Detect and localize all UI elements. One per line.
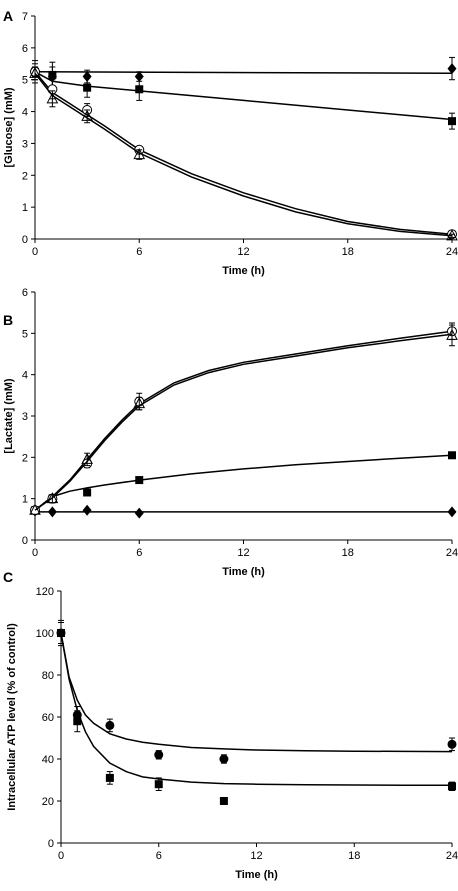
data-point-square bbox=[448, 117, 456, 126]
data-point-square bbox=[73, 717, 82, 726]
fit-curve bbox=[34, 71, 453, 75]
fit-curve bbox=[60, 632, 452, 787]
data-point-square bbox=[219, 797, 228, 805]
data-point-square bbox=[83, 488, 92, 497]
data-point-triangle bbox=[46, 92, 59, 104]
panel-label: A bbox=[3, 8, 13, 24]
y-tick-label: 7 bbox=[22, 11, 28, 23]
x-tick-label: 12 bbox=[237, 246, 249, 258]
data-point-circle bbox=[105, 720, 115, 730]
data-point-square bbox=[448, 782, 456, 791]
x-tick-label: 24 bbox=[446, 547, 458, 559]
x-tick-label: 18 bbox=[342, 547, 354, 559]
x-tick-label: 6 bbox=[156, 850, 162, 862]
x-axis-title: Time (h) bbox=[235, 869, 278, 881]
data-point-circle bbox=[219, 754, 229, 764]
data-point-triangle bbox=[133, 397, 146, 409]
y-axis-title: [Lactate] (mM) bbox=[3, 378, 15, 454]
fit-curve bbox=[34, 72, 453, 237]
y-tick-label: 4 bbox=[22, 370, 28, 382]
x-tick-label: 0 bbox=[32, 547, 38, 559]
y-axis-title: [Glucose] (mM) bbox=[3, 87, 15, 167]
y-tick-label: 60 bbox=[42, 712, 54, 724]
y-tick-label: 0 bbox=[48, 838, 54, 850]
y-tick-label: 5 bbox=[22, 75, 28, 87]
y-tick-label: 0 bbox=[22, 234, 28, 246]
y-tick-label: 1 bbox=[22, 202, 28, 214]
data-point-triangle bbox=[446, 328, 458, 340]
y-tick-label: 120 bbox=[36, 586, 54, 598]
x-tick-label: 24 bbox=[446, 246, 458, 258]
data-point-triangle bbox=[29, 66, 41, 78]
data-point-triangle bbox=[133, 148, 146, 160]
data-point-diamond bbox=[134, 507, 144, 519]
data-point-square bbox=[83, 83, 92, 92]
fit-curve bbox=[34, 71, 453, 235]
data-point-square bbox=[135, 476, 144, 485]
y-axis-title: Intracellular ATP level (% of control) bbox=[6, 623, 18, 811]
x-axis-title: Time (h) bbox=[222, 265, 265, 277]
y-tick-label: 80 bbox=[42, 670, 54, 682]
x-tick-label: 12 bbox=[250, 850, 262, 862]
x-axis-title: Time (h) bbox=[222, 566, 265, 578]
data-point-diamond bbox=[82, 504, 92, 516]
x-tick-label: 18 bbox=[348, 850, 360, 862]
x-tick-label: 0 bbox=[58, 850, 64, 862]
data-point-square bbox=[57, 629, 65, 637]
data-point-triangle bbox=[29, 503, 41, 515]
y-tick-label: 2 bbox=[22, 452, 28, 464]
x-tick-label: 6 bbox=[136, 246, 142, 258]
y-tick-label: 6 bbox=[22, 43, 28, 55]
data-point-diamond bbox=[47, 506, 57, 518]
data-point-triangle bbox=[46, 492, 59, 504]
data-point-triangle bbox=[81, 452, 93, 464]
fit-curve bbox=[34, 333, 453, 511]
data-point-triangle bbox=[446, 229, 458, 241]
fit-curve bbox=[60, 632, 453, 753]
data-point-circle bbox=[154, 750, 164, 760]
data-point-circle bbox=[447, 739, 457, 749]
y-tick-label: 3 bbox=[22, 138, 28, 150]
data-point-square bbox=[48, 70, 57, 79]
y-tick-label: 6 bbox=[22, 287, 28, 299]
y-tick-label: 20 bbox=[42, 796, 54, 808]
panel-label: B bbox=[3, 312, 13, 328]
y-tick-label: 4 bbox=[22, 107, 28, 119]
fit-curve bbox=[34, 71, 453, 121]
x-tick-label: 12 bbox=[237, 547, 249, 559]
fit-curve bbox=[34, 330, 453, 511]
y-tick-label: 100 bbox=[36, 628, 54, 640]
data-point-square bbox=[105, 773, 114, 782]
y-tick-label: 5 bbox=[22, 328, 28, 340]
y-tick-label: 0 bbox=[22, 535, 28, 547]
y-tick-label: 2 bbox=[22, 170, 28, 182]
panel-label: C bbox=[3, 569, 13, 585]
x-tick-label: 0 bbox=[32, 246, 38, 258]
data-point-square bbox=[448, 451, 456, 460]
fit-curve bbox=[34, 454, 453, 511]
data-point-square bbox=[154, 780, 163, 789]
data-point-triangle bbox=[81, 109, 93, 121]
y-tick-label: 1 bbox=[22, 494, 28, 506]
x-tick-label: 18 bbox=[342, 246, 354, 258]
data-point-diamond bbox=[447, 63, 457, 75]
x-tick-label: 6 bbox=[136, 547, 142, 559]
x-tick-label: 24 bbox=[446, 850, 458, 862]
y-tick-label: 3 bbox=[22, 411, 28, 423]
data-point-diamond bbox=[447, 506, 457, 518]
data-point-diamond bbox=[82, 71, 92, 83]
y-tick-label: 40 bbox=[42, 754, 54, 766]
data-point-square bbox=[135, 85, 144, 94]
data-point-diamond bbox=[134, 71, 144, 83]
